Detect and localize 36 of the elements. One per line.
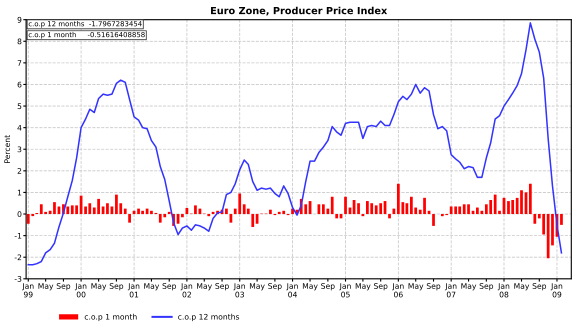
- bar: [256, 214, 258, 224]
- bar: [88, 203, 92, 214]
- bar: [414, 208, 418, 214]
- bar: [476, 208, 479, 214]
- bar: [124, 208, 127, 214]
- bar: [379, 203, 382, 214]
- bar: [384, 201, 386, 214]
- bar: [511, 200, 514, 214]
- bar: [366, 201, 369, 214]
- bar: [335, 214, 338, 218]
- bar: [432, 214, 435, 226]
- chart-title: Euro Zone, Producer Price Index: [211, 6, 388, 16]
- bar: [401, 202, 404, 214]
- bar: [251, 214, 254, 227]
- bar: [494, 194, 497, 214]
- bar: [340, 214, 342, 218]
- bar: [246, 208, 250, 214]
- bar: [326, 208, 330, 214]
- bar: [388, 214, 391, 218]
- bar: [234, 208, 237, 214]
- bar: [458, 206, 462, 214]
- bar: [489, 200, 492, 214]
- bar: [392, 208, 396, 214]
- bar: [330, 196, 334, 214]
- bar: [128, 214, 131, 223]
- bar: [370, 203, 374, 214]
- bar: [454, 206, 458, 214]
- bar: [528, 184, 532, 214]
- bar: [230, 214, 232, 223]
- bar: [66, 206, 70, 214]
- bar: [542, 214, 546, 235]
- bar: [163, 214, 166, 218]
- bar: [546, 214, 550, 258]
- line-series: [28, 22, 562, 266]
- bar: [308, 201, 312, 214]
- bar: [538, 214, 541, 218]
